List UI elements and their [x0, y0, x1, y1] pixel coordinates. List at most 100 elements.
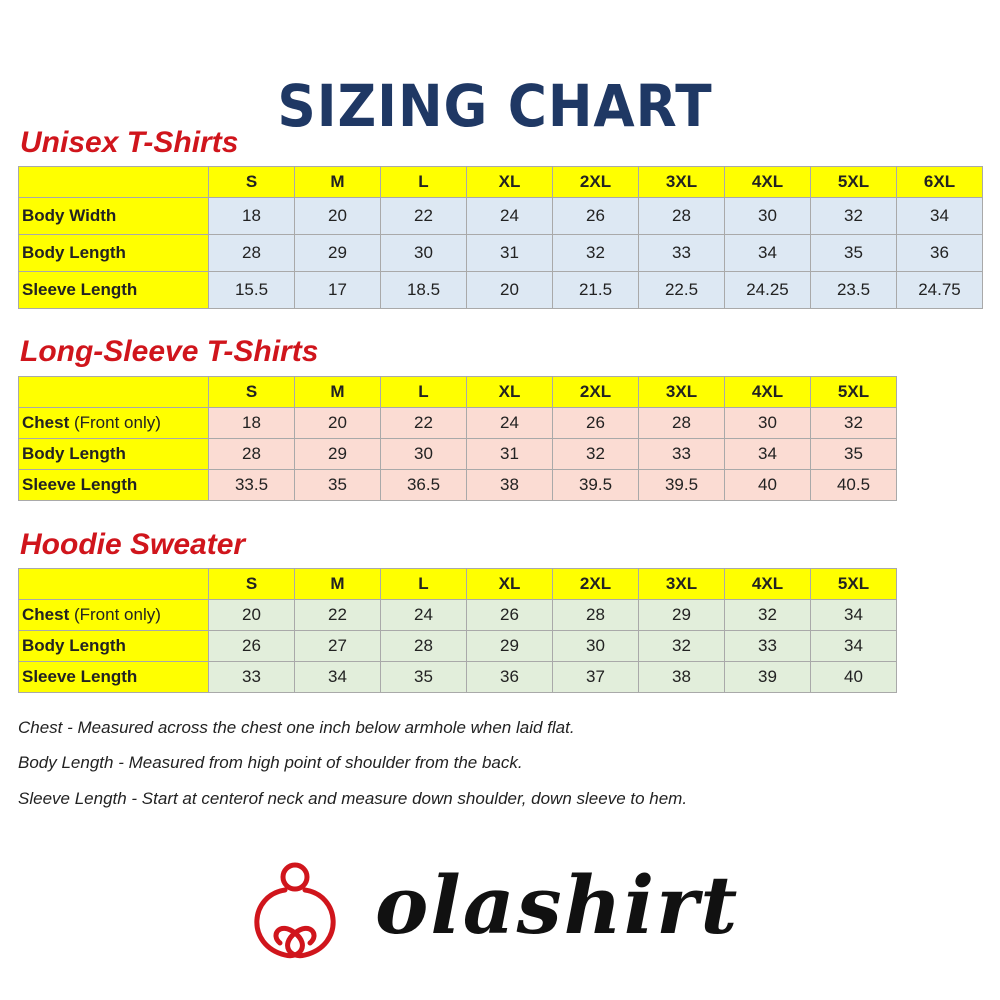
header-corner [18, 568, 209, 600]
size-header: XL [466, 568, 553, 600]
measurement-cell: 34 [810, 630, 897, 662]
size-header: S [208, 568, 295, 600]
table-row: Body Length 28 29 30 31 32 33 34 35 [18, 438, 897, 470]
size-header: M [294, 376, 381, 408]
measurement-cell: 34 [724, 438, 811, 470]
row-label-text: Body Width [22, 206, 117, 225]
measurement-cell: 24 [466, 407, 553, 439]
measurement-cell: 29 [638, 599, 725, 631]
measurement-cell: 39 [724, 661, 811, 693]
measurement-cell: 30 [380, 234, 467, 272]
size-header: 6XL [896, 166, 983, 198]
measurement-cell: 17 [294, 271, 381, 309]
measurement-cell: 18.5 [380, 271, 467, 309]
size-header-row: S M L XL 2XL 3XL 4XL 5XL [18, 376, 897, 408]
measurement-cell: 32 [810, 197, 897, 235]
measurement-cell: 33 [724, 630, 811, 662]
measurement-cell: 22 [294, 599, 381, 631]
measurement-cell: 34 [810, 599, 897, 631]
row-label: Chest (Front only) [18, 599, 209, 631]
size-header-row: S M L XL 2XL 3XL 4XL 5XL [18, 568, 897, 600]
measurement-cell: 35 [810, 438, 897, 470]
row-label-text: Sleeve Length [22, 667, 138, 686]
note-sleeve-length: Sleeve Length - Start at centerof neck a… [18, 789, 688, 808]
row-label-text: Sleeve Length [22, 280, 138, 299]
table-row: Sleeve Length 33 34 35 36 37 38 39 40 [18, 661, 897, 693]
measurement-cell: 28 [638, 197, 725, 235]
measurement-cell: 33 [638, 234, 725, 272]
unisex-size-table: S M L XL 2XL 3XL 4XL 5XL 6XL Body Width 18 20 22 24 26… [18, 166, 983, 309]
page-title: SIZING CHART [277, 72, 713, 140]
measurement-cell: 35 [810, 234, 897, 272]
size-header: L [380, 568, 467, 600]
measurement-cell: 15.5 [208, 271, 295, 309]
measurement-cell: 40 [724, 469, 811, 501]
measurement-cell: 30 [552, 630, 639, 662]
section-heading-hoodie: Hoodie Sweater [20, 528, 246, 561]
measurement-cell: 34 [294, 661, 381, 693]
measurement-cell: 36.5 [380, 469, 467, 501]
measurement-cell: 24 [466, 197, 553, 235]
measurement-cell: 33.5 [208, 469, 295, 501]
size-header: 5XL [810, 166, 897, 198]
size-header: 2XL [552, 166, 639, 198]
measurement-cell: 36 [466, 661, 553, 693]
measurement-cell: 20 [208, 599, 295, 631]
table-row: Sleeve Length 15.5 17 18.5 20 21.5 22.5 24.25 23… [18, 271, 983, 309]
measurement-cell: 24.25 [724, 271, 811, 309]
measurement-cell: 33 [208, 661, 295, 693]
size-header: 4XL [724, 376, 811, 408]
measurement-cell: 28 [208, 234, 295, 272]
measurement-cell: 30 [380, 438, 467, 470]
measurement-cell: 24.75 [896, 271, 983, 309]
row-label: Sleeve Length [18, 661, 209, 693]
measurement-cell: 39.5 [638, 469, 725, 501]
measurement-cell: 35 [294, 469, 381, 501]
size-header: 4XL [724, 166, 811, 198]
brand-logo-icon [254, 862, 336, 959]
row-label: Body Length [18, 438, 209, 470]
row-label-text: Sleeve Length [22, 475, 138, 494]
measurement-cell: 28 [552, 599, 639, 631]
measurement-cell: 38 [466, 469, 553, 501]
measurement-cell: 33 [638, 438, 725, 470]
measurement-cell: 32 [810, 407, 897, 439]
measurement-cell: 34 [724, 234, 811, 272]
measurement-cell: 32 [724, 599, 811, 631]
measurement-cell: 20 [294, 407, 381, 439]
measurement-cell: 27 [294, 630, 381, 662]
size-header: M [294, 166, 381, 198]
table-row: Sleeve Length 33.5 35 36.5 38 39.5 39.5 40 40.5 [18, 469, 897, 501]
size-header: S [208, 376, 295, 408]
measurement-cell: 34 [896, 197, 983, 235]
row-label: Body Length [18, 630, 209, 662]
size-header: L [380, 376, 467, 408]
row-label-text: Body Length [22, 243, 126, 262]
note-body-length: Body Length - Measured from high point o… [18, 753, 523, 772]
row-label-note: (Front only) [73, 413, 161, 432]
measurement-cell: 21.5 [552, 271, 639, 309]
note-chest: Chest - Measured across the chest one in… [18, 718, 575, 737]
measurement-cell: 32 [552, 234, 639, 272]
measurement-cell: 32 [552, 438, 639, 470]
long-sleeve-size-table: S M L XL 2XL 3XL 4XL 5XL Chest (Front only) 18 20 2… [18, 376, 897, 501]
measurement-cell: 23.5 [810, 271, 897, 309]
size-header: 4XL [724, 568, 811, 600]
table-row: Chest (Front only) 20 22 24 26 28 29 32 34 [18, 599, 897, 631]
measurement-cell: 26 [466, 599, 553, 631]
measurement-cell: 36 [896, 234, 983, 272]
table-row: Body Length 28 29 30 31 32 33 34 35 36 [18, 234, 983, 272]
row-label: Sleeve Length [18, 271, 209, 309]
size-header: 5XL [810, 568, 897, 600]
table-row: Chest (Front only) 18 20 22 24 26 28 30 32 [18, 407, 897, 439]
size-header: 3XL [638, 166, 725, 198]
measurement-cell: 20 [294, 197, 381, 235]
row-label-text: Body Length [22, 636, 126, 655]
measurement-cell: 26 [552, 197, 639, 235]
measurement-cell: 29 [466, 630, 553, 662]
measurement-cell: 22.5 [638, 271, 725, 309]
measurement-cell: 40 [810, 661, 897, 693]
measurement-cell: 18 [208, 197, 295, 235]
row-label: Sleeve Length [18, 469, 209, 501]
measurement-cell: 22 [380, 407, 467, 439]
